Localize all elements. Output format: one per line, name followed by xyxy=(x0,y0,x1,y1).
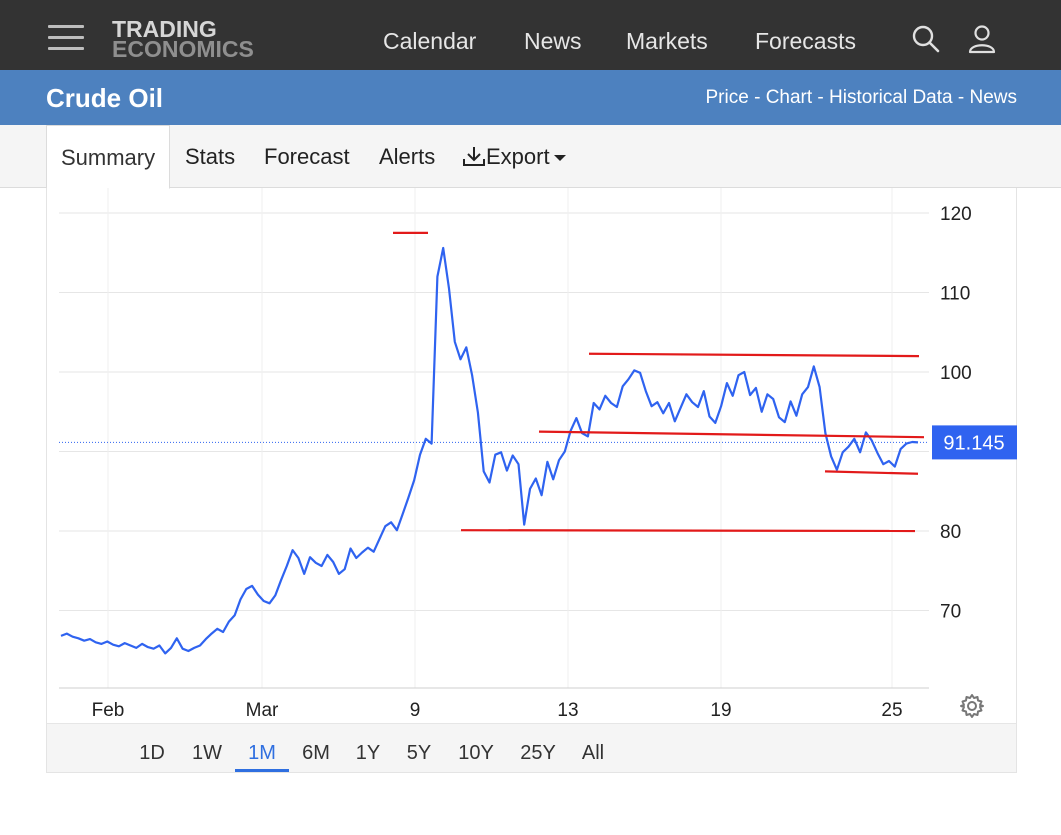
link-price[interactable]: Price xyxy=(705,87,749,108)
y-tick-label: 120 xyxy=(940,204,972,225)
nav-calendar[interactable]: Calendar xyxy=(383,28,477,54)
x-tick-label: 19 xyxy=(710,700,731,721)
y-tick-label: 110 xyxy=(940,284,970,305)
tab-bar: Summary Stats Forecast Alerts Export xyxy=(0,125,1061,189)
price-chart[interactable]: 120 110 100 80 70 Feb Mar 9 13 19 25 91.145 xyxy=(47,188,1018,723)
x-tick-label: Feb xyxy=(92,700,125,721)
download-icon xyxy=(463,147,485,166)
user-icon[interactable] xyxy=(967,24,997,54)
nav-forecasts[interactable]: Forecasts xyxy=(755,28,856,54)
top-navbar: TRADING ECONOMICS Calendar News Markets … xyxy=(0,0,1061,70)
page-title: Crude Oil xyxy=(46,83,164,113)
export-label: Export xyxy=(486,144,550,169)
settings-gear-icon[interactable] xyxy=(958,692,986,720)
tab-export[interactable]: Export xyxy=(462,125,566,188)
range-25y[interactable]: 25Y xyxy=(520,742,556,764)
range-1m[interactable]: 1M xyxy=(235,724,289,772)
nav-news[interactable]: News xyxy=(524,28,582,54)
title-links: Price - Chart - Historical Data - News xyxy=(706,87,1018,109)
tab-alerts[interactable]: Alerts xyxy=(379,144,436,169)
trendline xyxy=(824,470,919,475)
link-separator: - xyxy=(748,87,766,108)
link-chart[interactable]: Chart xyxy=(765,87,813,108)
trendline xyxy=(588,352,920,358)
x-tick-label: 25 xyxy=(881,700,902,721)
current-price-label: 91.145 xyxy=(943,432,1004,454)
link-separator: - xyxy=(812,87,830,108)
logo-line-2: ECONOMICS xyxy=(112,36,254,62)
range-all[interactable]: All xyxy=(581,742,605,764)
instrument-titlebar: Crude Oil Price - Chart - Historical Dat… xyxy=(0,70,1061,125)
trendline xyxy=(538,430,925,439)
current-price-badge xyxy=(932,425,1017,460)
range-selector: 1D 1W 1M 6M 1Y 5Y 10Y 25Y All xyxy=(47,723,1016,772)
link-separator: - xyxy=(952,87,970,108)
x-tick-label: Mar xyxy=(246,700,279,721)
x-tick-label: 9 xyxy=(410,700,421,721)
search-icon[interactable] xyxy=(911,24,941,54)
link-news[interactable]: News xyxy=(969,87,1017,108)
logo-line-1: TRADING xyxy=(112,16,217,42)
link-historical-data[interactable]: Historical Data xyxy=(829,87,953,108)
x-tick-label: 13 xyxy=(557,700,578,721)
menu-icon[interactable] xyxy=(48,24,84,52)
trading-economics-logo[interactable]: TRADING ECONOMICS xyxy=(112,18,282,62)
tab-stats[interactable]: Stats xyxy=(185,144,236,169)
range-1w[interactable]: 1W xyxy=(192,742,222,764)
y-tick-label: 100 xyxy=(940,363,972,384)
y-tick-label: 70 xyxy=(940,602,961,623)
range-10y[interactable]: 10Y xyxy=(458,742,494,764)
caret-down-icon xyxy=(553,155,566,162)
trendline xyxy=(460,529,916,533)
nav-markets[interactable]: Markets xyxy=(626,28,708,54)
chart-area: 120 110 100 80 70 Feb Mar 9 13 19 25 91.145 xyxy=(46,188,1017,773)
y-tick-label: 80 xyxy=(940,522,961,543)
range-1d[interactable]: 1D xyxy=(139,742,165,764)
range-6m[interactable]: 6M xyxy=(302,742,330,764)
range-5y[interactable]: 5Y xyxy=(406,742,432,764)
price-series-line xyxy=(60,246,919,655)
range-1y[interactable]: 1Y xyxy=(355,742,381,764)
tab-summary[interactable]: Summary xyxy=(46,125,171,189)
tab-forecast[interactable]: Forecast xyxy=(264,144,350,169)
